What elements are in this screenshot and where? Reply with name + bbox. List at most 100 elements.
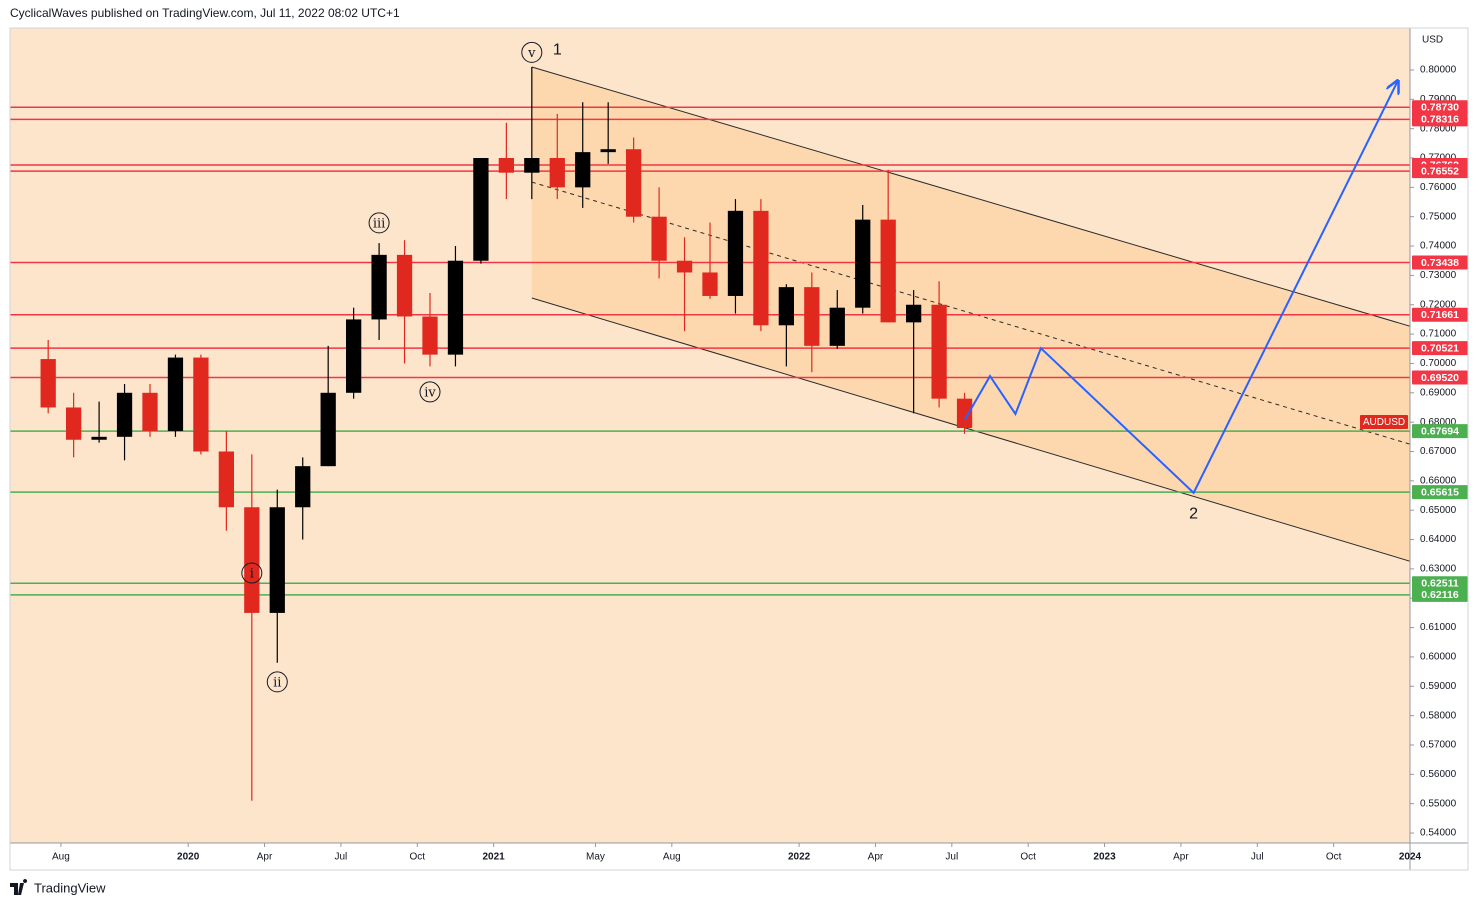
wave-circle bbox=[266, 671, 288, 693]
candle-body bbox=[931, 304, 947, 399]
candle-body bbox=[218, 451, 234, 508]
level-price-label: 0.71661 bbox=[1421, 309, 1459, 321]
y-tick-label: 0.63000 bbox=[1420, 564, 1457, 575]
y-tick-label: 0.80000 bbox=[1420, 65, 1457, 76]
level-price-tag bbox=[1412, 307, 1468, 322]
symbol-label: AUDUSD bbox=[1363, 417, 1405, 428]
candle-body bbox=[727, 210, 744, 296]
y-tick-label: 0.60000 bbox=[1420, 652, 1457, 663]
y-tick-label: 0.59000 bbox=[1420, 681, 1457, 692]
wave-label: ii bbox=[273, 675, 281, 690]
wave-circle bbox=[419, 381, 441, 403]
level-price-tag bbox=[1412, 341, 1468, 356]
level-price-label: 0.69520 bbox=[1421, 372, 1459, 384]
level-price-tag bbox=[1412, 424, 1468, 439]
candle-body bbox=[142, 392, 158, 431]
candle-body bbox=[244, 507, 260, 613]
candle-body bbox=[524, 158, 540, 173]
level-price-tag bbox=[1412, 164, 1468, 179]
y-tick-label: 0.56000 bbox=[1420, 769, 1457, 780]
wave-label: iii bbox=[373, 216, 385, 231]
x-tick-label: 2020 bbox=[177, 852, 200, 863]
y-tick-label: 0.76000 bbox=[1420, 182, 1457, 193]
y-tick-label: 0.54000 bbox=[1420, 828, 1457, 839]
candle-body bbox=[702, 272, 718, 296]
x-tick-label: 2022 bbox=[788, 852, 811, 863]
wave-label: iv bbox=[424, 385, 436, 400]
publish-header: CyclicalWaves published on TradingView.c… bbox=[10, 6, 400, 20]
candle-body bbox=[676, 260, 693, 273]
wave-circle bbox=[521, 41, 543, 63]
wave-circle bbox=[368, 212, 390, 234]
candle-body bbox=[473, 158, 489, 261]
x-tick-label: Apr bbox=[1173, 852, 1189, 863]
candle-body bbox=[855, 219, 871, 308]
y-tick-label: 0.72000 bbox=[1420, 299, 1457, 310]
level-price-tag bbox=[1412, 576, 1468, 591]
level-price-label: 0.70521 bbox=[1421, 342, 1459, 354]
x-tick-label: 2023 bbox=[1093, 852, 1116, 863]
level-price-tag bbox=[1412, 100, 1468, 115]
candle-body bbox=[626, 149, 642, 217]
level-price-tag bbox=[1412, 255, 1468, 270]
candle-body bbox=[269, 507, 285, 613]
level-price-label: 0.73438 bbox=[1421, 257, 1459, 269]
candle-body bbox=[320, 392, 336, 467]
candle-body bbox=[549, 158, 565, 188]
candle-body bbox=[167, 357, 184, 431]
level-price-label: 0.62116 bbox=[1421, 589, 1459, 601]
candle-body bbox=[371, 254, 387, 320]
symbol-tag bbox=[1360, 415, 1408, 430]
x-tick-label: Apr bbox=[868, 852, 884, 863]
candle-body bbox=[422, 316, 438, 355]
y-tick-label: 0.66000 bbox=[1420, 475, 1457, 486]
wave-label: 2 bbox=[1189, 505, 1198, 522]
level-price-label: 0.65615 bbox=[1421, 486, 1459, 498]
candle-body bbox=[498, 158, 514, 173]
channel-upper-line bbox=[531, 66, 1410, 327]
y-tick-label: 0.65000 bbox=[1420, 505, 1457, 516]
x-tick-label: Oct bbox=[1020, 852, 1036, 863]
candle-body bbox=[804, 287, 820, 346]
candle-body bbox=[346, 319, 362, 393]
x-tick-label: Jul bbox=[335, 852, 348, 863]
x-tick-label: Aug bbox=[663, 852, 681, 863]
candle-body bbox=[447, 260, 464, 355]
y-tick-label: 0.78000 bbox=[1420, 123, 1457, 134]
x-tick-label: 2021 bbox=[483, 852, 506, 863]
y-tick-label: 0.58000 bbox=[1420, 710, 1457, 721]
candle-body bbox=[600, 149, 616, 153]
x-tick-label: Jul bbox=[945, 852, 958, 863]
x-tick-label: Oct bbox=[409, 852, 425, 863]
x-tick-label: Apr bbox=[257, 852, 273, 863]
y-tick-label: 0.64000 bbox=[1420, 534, 1457, 545]
y-tick-label: 0.55000 bbox=[1420, 798, 1457, 809]
candle-body bbox=[40, 359, 56, 408]
level-price-tag bbox=[1412, 485, 1468, 500]
candle-body bbox=[91, 436, 107, 440]
level-price-label: 0.76552 bbox=[1421, 165, 1459, 177]
projection-path bbox=[963, 82, 1398, 495]
y-tick-label: 0.69000 bbox=[1420, 387, 1457, 398]
y-tick-label: 0.68000 bbox=[1420, 417, 1457, 428]
candle-body bbox=[295, 466, 311, 508]
x-tick-label: May bbox=[586, 852, 605, 863]
x-tick-label: Jul bbox=[1251, 852, 1264, 863]
candle-body bbox=[778, 287, 794, 326]
y-tick-label: 0.57000 bbox=[1420, 740, 1457, 751]
price-unit: USD bbox=[1422, 35, 1443, 46]
level-price-label: 0.78316 bbox=[1421, 114, 1459, 126]
y-tick-label: 0.70000 bbox=[1420, 358, 1457, 369]
level-price-tag bbox=[1412, 370, 1468, 385]
chart-frame bbox=[9, 27, 1469, 871]
y-tick-label: 0.71000 bbox=[1420, 329, 1457, 340]
candle-body bbox=[880, 219, 896, 323]
y-tick-label: 0.79000 bbox=[1420, 94, 1457, 105]
level-price-tag bbox=[1412, 587, 1468, 602]
y-tick-label: 0.73000 bbox=[1420, 270, 1457, 281]
y-tick-label: 0.74000 bbox=[1420, 241, 1457, 252]
y-tick-label: 0.75000 bbox=[1420, 211, 1457, 222]
candle-body bbox=[651, 216, 667, 261]
candle-body bbox=[906, 304, 922, 323]
